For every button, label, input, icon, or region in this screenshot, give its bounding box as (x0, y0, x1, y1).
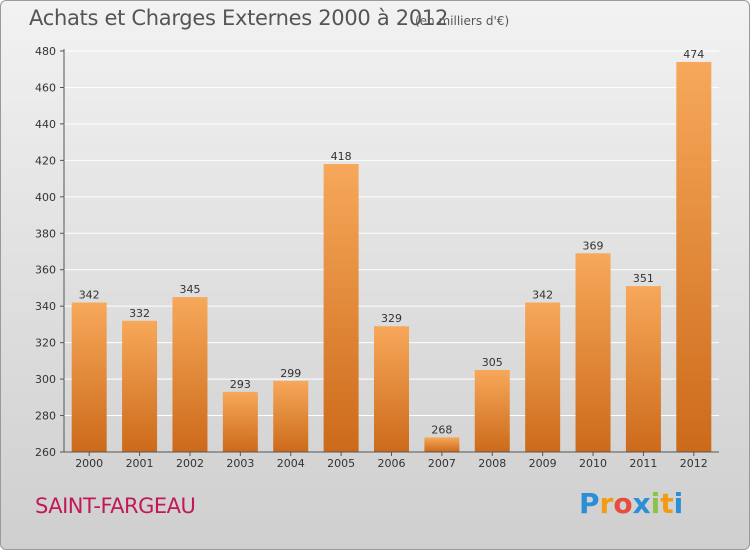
logo-letter: r (599, 487, 614, 520)
bar-2007 (424, 437, 460, 452)
y-tick-label: 460 (35, 81, 56, 94)
x-tick-label: 2000 (75, 457, 103, 470)
x-tick-label: 2011 (629, 457, 657, 470)
x-tick-label: 2003 (226, 457, 254, 470)
x-tick-label: 2012 (680, 457, 708, 470)
data-label: 369 (583, 239, 604, 252)
data-label: 299 (280, 367, 301, 380)
x-tick-label: 2007 (428, 457, 456, 470)
x-tick-label: 2006 (378, 457, 406, 470)
x-tick-label: 2008 (478, 457, 506, 470)
data-label: 329 (381, 312, 402, 325)
y-tick-label: 420 (35, 154, 56, 167)
y-tick-label: 320 (35, 337, 56, 350)
x-tick-label: 2002 (176, 457, 204, 470)
chart-title: Achats et Charges Externes 2000 à 2012 (29, 6, 449, 30)
logo-letter: i (650, 487, 661, 520)
bar-2006 (374, 326, 409, 452)
bar-2011 (625, 286, 661, 452)
bar-2010 (575, 253, 611, 452)
x-tick-label: 2005 (327, 457, 355, 470)
chart-subtitle: (en milliers d'€) (415, 14, 510, 28)
bars: 342 332 345 293 299 418 329 268 305 342 369 351 474 (71, 48, 712, 452)
data-label: 268 (431, 423, 452, 436)
city-name: SAINT-FARGEAU (35, 494, 196, 518)
y-tick-label: 340 (35, 300, 56, 313)
data-label: 342 (79, 289, 100, 302)
y-tick-label: 300 (35, 373, 56, 386)
data-label: 332 (129, 307, 150, 320)
x-tick-label: 2009 (529, 457, 557, 470)
x-tick-label: 2001 (126, 457, 154, 470)
data-label: 293 (230, 378, 251, 391)
y-tick-label: 480 (35, 45, 56, 58)
bar-2000 (71, 302, 107, 452)
bar-2002 (172, 297, 208, 452)
logo-letter: o (613, 487, 633, 520)
y-tick-label: 400 (35, 191, 56, 204)
logo-letter: t (660, 487, 674, 520)
logo-letter: i (673, 487, 684, 520)
data-label: 345 (179, 283, 200, 296)
x-tick-label: 2004 (277, 457, 305, 470)
data-label: 474 (683, 48, 704, 61)
data-label: 305 (482, 356, 503, 369)
x-tick-label: 2010 (579, 457, 607, 470)
y-tick-label: 280 (35, 410, 56, 423)
proxiti-logo: Proxiti (579, 487, 683, 520)
bar-2008 (474, 369, 510, 452)
y-tick-label: 380 (35, 227, 56, 240)
axes: 260 280 300 320 340 360 380 400 420 440 460 480 2000… (35, 45, 719, 470)
data-label: 418 (331, 150, 352, 163)
data-label: 342 (532, 289, 553, 302)
bar-2003 (222, 391, 258, 452)
logo-letter: x (632, 487, 651, 520)
data-label: 351 (633, 272, 654, 285)
bar-2005 (323, 164, 359, 452)
bar-2012 (676, 61, 712, 452)
y-tick-label: 260 (35, 446, 56, 459)
y-tick-label: 440 (35, 118, 56, 131)
bar-2001 (122, 320, 158, 452)
bar-2009 (525, 302, 561, 452)
bar-2004 (273, 380, 309, 452)
y-tick-label: 360 (35, 264, 56, 277)
logo-letter: P (579, 487, 600, 520)
